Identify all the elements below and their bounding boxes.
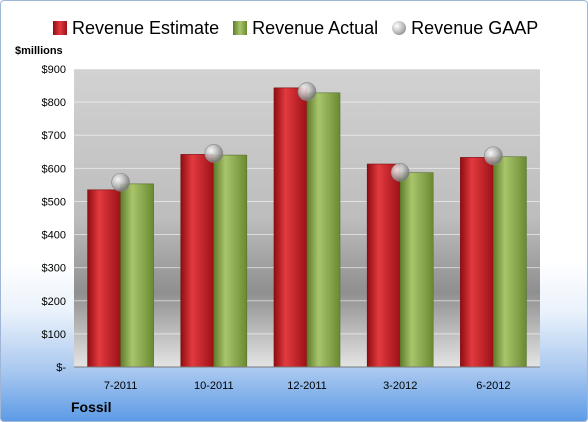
y-tick-label: $500 xyxy=(42,196,66,208)
bar-revenue-actual xyxy=(306,92,341,368)
y-tick-label: $100 xyxy=(42,329,66,341)
y-tick-label: $- xyxy=(56,362,66,374)
legend: Revenue Estimate Revenue Actual Revenue … xyxy=(53,15,552,41)
bar-revenue-estimate xyxy=(273,87,308,368)
marker-revenue-gaap xyxy=(297,82,317,101)
y-tick-label: $200 xyxy=(42,296,66,308)
y-axis-unit-label: $millions xyxy=(15,45,63,57)
legend-label-actual: Revenue Actual xyxy=(252,17,379,38)
y-tick-label: $800 xyxy=(42,97,66,109)
bar-revenue-actual xyxy=(399,172,434,368)
bar-revenue-estimate xyxy=(460,157,494,368)
y-tick-label: $300 xyxy=(42,263,66,275)
bar-revenue-estimate xyxy=(366,163,401,368)
marker-revenue-gaap xyxy=(111,172,130,192)
company-label: Fossil xyxy=(71,399,112,415)
legend-item-actual: Revenue Actual xyxy=(233,18,378,39)
y-tick-label: $900 xyxy=(42,64,66,76)
legend-swatch-gaap xyxy=(392,21,407,35)
bar-revenue-estimate xyxy=(87,189,121,368)
legend-item-gaap: Revenue GAAP xyxy=(392,18,538,39)
legend-swatch-estimate xyxy=(53,21,67,35)
y-tick-label: $400 xyxy=(42,230,66,242)
bar-series xyxy=(87,87,527,368)
legend-item-estimate: Revenue Estimate xyxy=(53,18,219,39)
y-axis-ticks: $- $100 $200 $300 $400 $500 $600 $700 $800 $900 xyxy=(42,64,67,374)
x-tick-label: 12-2011 xyxy=(287,380,327,392)
marker-revenue-gaap xyxy=(204,144,224,163)
marker-revenue-gaap xyxy=(390,163,410,182)
gaap-markers xyxy=(111,82,503,192)
y-tick-label: $600 xyxy=(42,163,66,175)
x-tick-label: 7-2011 xyxy=(104,380,137,392)
legend-label-gaap: Revenue GAAP xyxy=(411,17,539,38)
bar-revenue-estimate xyxy=(180,154,215,368)
x-axis-ticks: 7-2011 10-2011 12-2011 3-2012 6-2012 xyxy=(104,380,511,392)
legend-swatch-actual xyxy=(233,21,248,35)
x-tick-label: 10-2011 xyxy=(194,380,234,392)
legend-label-estimate: Revenue Estimate xyxy=(72,17,220,38)
marker-revenue-gaap xyxy=(484,146,503,166)
x-tick-label: 6-2012 xyxy=(476,380,510,392)
bar-revenue-actual xyxy=(493,156,527,368)
bar-revenue-actual xyxy=(120,183,154,368)
bar-revenue-actual xyxy=(213,154,248,368)
y-tick-label: $700 xyxy=(42,130,66,142)
x-tick-label: 3-2012 xyxy=(383,380,417,392)
